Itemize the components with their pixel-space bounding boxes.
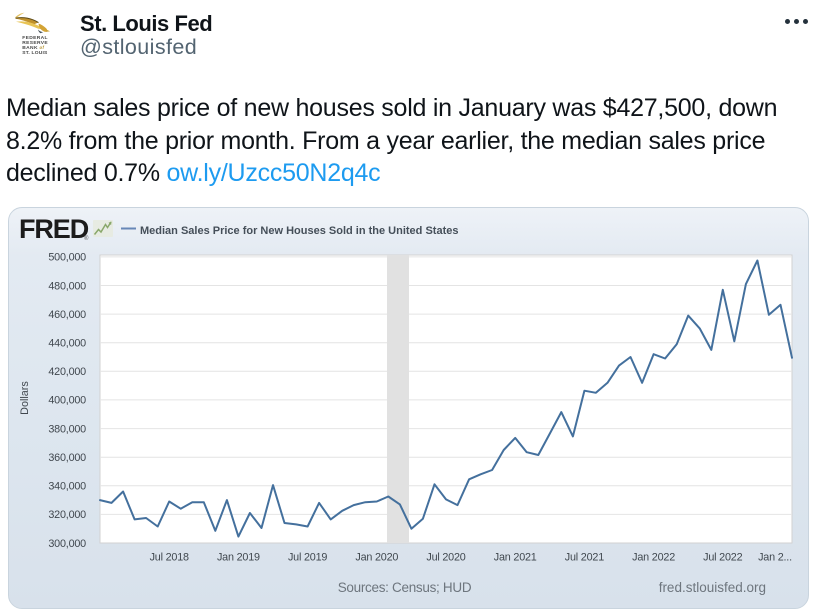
svg-text:Jul 2020: Jul 2020 <box>426 552 465 564</box>
svg-text:300,000: 300,000 <box>48 538 86 550</box>
svg-text:Jul 2021: Jul 2021 <box>565 552 604 564</box>
svg-text:Dollars: Dollars <box>19 381 31 415</box>
svg-text:400,000: 400,000 <box>48 395 86 407</box>
svg-text:FEDERAL: FEDERAL <box>22 35 48 41</box>
svg-text:Jan 2...: Jan 2... <box>758 552 792 564</box>
svg-text:320,000: 320,000 <box>48 509 86 521</box>
svg-text:®: ® <box>84 235 89 242</box>
svg-text:Jul 2018: Jul 2018 <box>150 552 189 564</box>
svg-text:360,000: 360,000 <box>48 452 86 464</box>
svg-text:Jan 2021: Jan 2021 <box>494 552 537 564</box>
svg-text:500,000: 500,000 <box>48 252 86 264</box>
svg-text:Median Sales Price for New Hou: Median Sales Price for New Houses Sold i… <box>140 225 458 237</box>
svg-text:Jul 2022: Jul 2022 <box>703 552 742 564</box>
svg-text:Jan 2022: Jan 2022 <box>632 552 675 564</box>
svg-text:BANK of: BANK of <box>22 45 44 51</box>
svg-text:420,000: 420,000 <box>48 366 86 378</box>
svg-text:RESERVE: RESERVE <box>22 40 48 46</box>
svg-text:340,000: 340,000 <box>48 481 86 493</box>
svg-text:ST. LOUIS: ST. LOUIS <box>22 50 48 56</box>
svg-text:Sources: Census; HUD: Sources: Census; HUD <box>338 580 472 595</box>
svg-text:480,000: 480,000 <box>48 280 86 292</box>
svg-text:Jul 2019: Jul 2019 <box>288 552 327 564</box>
svg-text:Jan 2020: Jan 2020 <box>355 552 398 564</box>
svg-text:Jan 2019: Jan 2019 <box>217 552 260 564</box>
svg-text:460,000: 460,000 <box>48 309 86 321</box>
svg-text:fred.stlouisfed.org: fred.stlouisfed.org <box>659 580 766 595</box>
svg-text:440,000: 440,000 <box>48 338 86 350</box>
svg-text:FRED: FRED <box>19 214 89 244</box>
svg-text:380,000: 380,000 <box>48 423 86 435</box>
